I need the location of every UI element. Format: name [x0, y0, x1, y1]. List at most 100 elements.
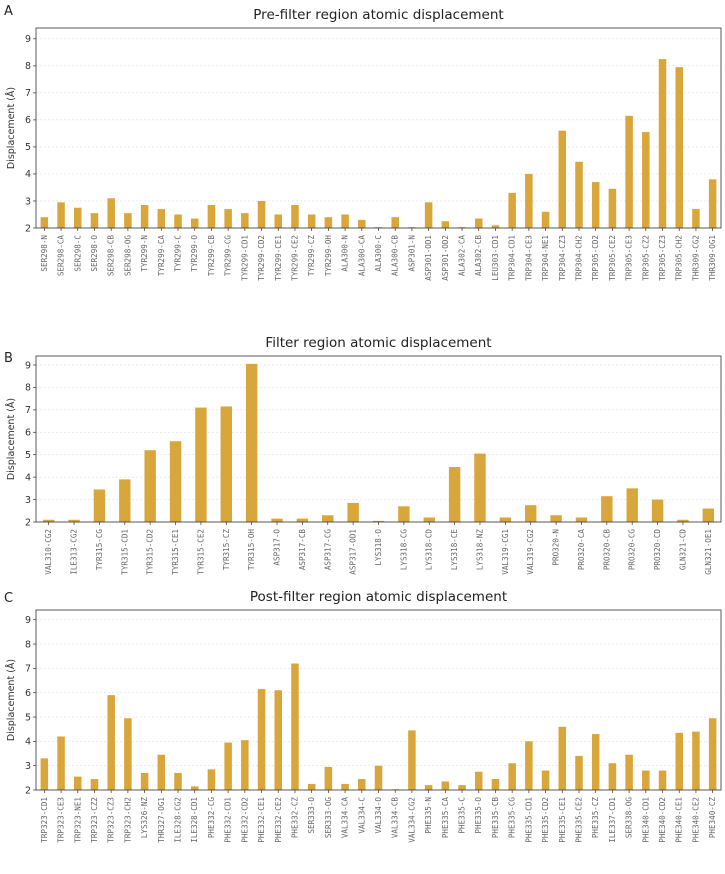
bar	[224, 742, 232, 790]
bar	[207, 205, 216, 228]
x-tick-label: SER298-CB	[107, 235, 116, 277]
x-tick-label: ALA300-N	[341, 235, 350, 272]
y-tick-label: 6	[25, 115, 31, 126]
bar	[675, 732, 683, 790]
bar	[74, 776, 82, 790]
bar	[107, 198, 115, 228]
y-tick-label: 8	[25, 383, 31, 394]
x-tick-label: LYS318-CG	[399, 529, 408, 571]
x-tick-label: SER298-OG	[123, 235, 132, 277]
y-tick-label: 4	[25, 472, 31, 483]
bar	[195, 407, 207, 522]
x-tick-label: PHE335-CE1	[558, 797, 567, 843]
bar	[424, 202, 433, 228]
y-tick-label: 3	[25, 196, 31, 207]
bar	[550, 515, 562, 522]
x-tick-label: SER298-O	[90, 235, 99, 272]
chart-title: Post-filter region atomic displacement	[250, 589, 507, 605]
x-tick-label: PHE340-CD2	[658, 797, 667, 843]
x-tick-label: PHE340-CD1	[641, 797, 650, 843]
x-tick-label: TYR299-O	[190, 235, 199, 272]
x-tick-label: VAL334-CG2	[407, 797, 416, 843]
bar	[190, 786, 199, 790]
x-tick-label: PHE335-CZ	[591, 797, 600, 839]
x-tick-label: PHE335-CB	[491, 797, 500, 839]
bar	[74, 207, 82, 228]
x-tick-label: PRO320-CG	[628, 529, 637, 571]
x-tick-label: LYS318-CE	[450, 529, 459, 571]
x-tick-label: TRP304-CH2	[574, 235, 583, 281]
bar	[398, 506, 410, 522]
bar	[40, 758, 49, 790]
bar	[575, 161, 583, 228]
x-tick-label: TYR299-C	[174, 235, 183, 272]
bar	[169, 441, 182, 522]
x-tick-label: PHE332-CD1	[224, 797, 233, 843]
bar	[651, 499, 664, 522]
x-tick-label: ALA302-CA	[458, 235, 467, 277]
bar	[358, 219, 366, 228]
bar	[642, 132, 650, 228]
x-tick-label: TYR299-CB	[207, 235, 216, 277]
bar	[441, 781, 450, 790]
panel-letter: A	[4, 4, 13, 19]
panel-c: C Post-filter region atomic displacement D…	[4, 589, 722, 843]
bar	[324, 217, 333, 228]
bar	[90, 213, 99, 228]
x-tick-label: TRP323-CZ2	[90, 797, 99, 843]
x-tick-label: TYR299-CG	[224, 235, 233, 277]
x-tick-label: SER338-OG	[625, 797, 634, 839]
x-tick-label: ALA300-CA	[357, 235, 366, 277]
x-tick-label: VAL334-CB	[391, 797, 400, 839]
x-tick-label: TYR299-CZ	[307, 235, 316, 277]
bar	[42, 519, 55, 522]
bar	[491, 225, 500, 228]
x-tick-label: TRP305-CD2	[591, 235, 600, 281]
bar	[372, 520, 385, 522]
bar	[702, 508, 715, 522]
bar	[441, 221, 450, 228]
x-tick-label: TYR299-CD1	[240, 235, 249, 281]
y-axis-label: Displacement (Å)	[5, 398, 17, 480]
bar	[575, 517, 588, 522]
x-tick-label: PHE335-CD1	[524, 797, 533, 843]
y-tick-label: 6	[25, 428, 31, 439]
x-tick-label: ILE328-CG2	[174, 797, 183, 843]
x-tick-label: TRP305-CZ3	[658, 235, 667, 281]
bar	[93, 489, 106, 522]
x-tick-label: PHE335-CD2	[541, 797, 550, 843]
x-tick-label: TRP304-CZ3	[558, 235, 567, 281]
chart-title: Pre-filter region atomic displacement	[253, 7, 503, 23]
bar	[499, 517, 512, 522]
bar	[491, 779, 500, 790]
x-tick-label: SER298-CA	[57, 235, 66, 277]
bar	[374, 765, 383, 790]
panel-b: B Filter region atomic displacement Displa…	[4, 335, 722, 575]
x-tick-label: TRP323-NE1	[73, 797, 82, 843]
x-tick-label: TRP323-CD1	[40, 797, 49, 843]
bar	[474, 771, 483, 790]
y-tick-label: 5	[25, 450, 31, 461]
bar	[140, 772, 149, 790]
x-tick-label: ILE337-CD1	[608, 797, 617, 843]
x-tick-label: TYR299-CD2	[257, 235, 266, 281]
y-tick-label: 5	[25, 142, 31, 153]
bar	[220, 406, 232, 522]
x-tick-label: PRO320-CA	[577, 529, 586, 571]
x-tick-label: TYR299-OH	[324, 235, 333, 277]
x-tick-label: PHE335-C	[458, 797, 467, 834]
bar	[291, 663, 299, 790]
y-tick-label: 2	[25, 223, 31, 234]
y-axis-label: Displacement (Å)	[5, 659, 17, 741]
bar	[692, 209, 700, 228]
x-tick-label: LYS326-NZ	[140, 797, 149, 839]
bar	[241, 740, 249, 790]
bar	[257, 689, 266, 790]
bar	[341, 783, 349, 790]
bar	[358, 779, 366, 790]
x-tick-label: PHE335-CG	[508, 797, 517, 839]
x-tick-label: VAL334-O	[374, 797, 383, 834]
x-tick-label: TYR315-CG	[95, 529, 104, 571]
x-tick-label: ASP301-OD1	[424, 235, 433, 281]
bar	[424, 785, 433, 790]
